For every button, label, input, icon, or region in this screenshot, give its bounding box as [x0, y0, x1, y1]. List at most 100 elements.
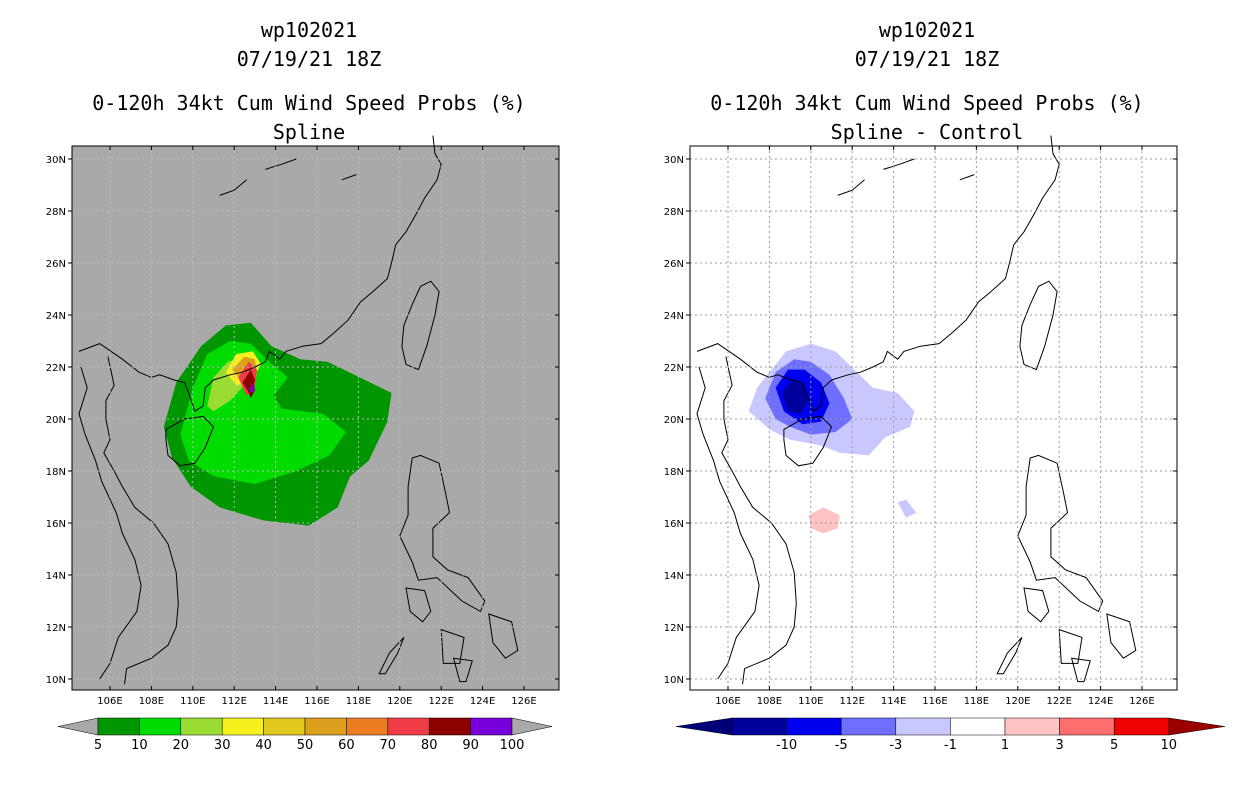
colorbar-label: -1 [944, 738, 957, 753]
samar-island [488, 613, 519, 659]
axis-ticks: 30N 28N 26N 24N 22N 20N 18N 16N 14N 12N 10N 106E 108… [664, 146, 1177, 707]
taiwan-island [401, 280, 440, 371]
colorbar-box [1004, 717, 1060, 736]
colorbar-box [346, 717, 389, 736]
product-title: 0-120h 34kt Cum Wind Speed Probs (%) [92, 91, 526, 115]
lat-tick-label: 16N [664, 519, 684, 530]
storm-id-title: wp102021 [878, 18, 976, 42]
diff-minus-1-contour [897, 499, 917, 518]
inland-water [883, 158, 915, 170]
prob-100-contour [248, 382, 254, 393]
lon-tick-label: 112E [839, 696, 864, 707]
lon-tick-label: 118E [346, 696, 371, 707]
hainan-island [165, 415, 215, 467]
inland-border [696, 366, 760, 680]
lat-tick-label: 18N [664, 467, 684, 478]
lat-tick-label: 30N [664, 155, 684, 166]
lat-tick-label: 26N [46, 259, 66, 270]
palawan-island [996, 637, 1023, 675]
colorbar-label: 90 [462, 738, 479, 753]
lon-tick-label: 122E [1046, 696, 1071, 707]
subtitle: Spline - Control [830, 120, 1024, 144]
colorbar-label: 80 [421, 738, 438, 753]
subtitle: Spline [272, 120, 346, 144]
left-panel: wp102021 07/19/21 18Z 0-120h 34kt Cum Wi… [46, 18, 560, 753]
colorbar-label: 5 [94, 738, 102, 753]
lat-tick-label: 28N [664, 207, 684, 218]
lat-tick-label: 26N [664, 259, 684, 270]
lon-tick-label: 110E [180, 696, 205, 707]
colorbar-box [221, 717, 264, 736]
hainan-island [783, 415, 833, 467]
lon-tick-label: 108E [139, 696, 164, 707]
lat-tick-label: 16N [46, 519, 66, 530]
colorbar-left-arrow [57, 717, 99, 736]
colorbar-label: 50 [297, 738, 314, 753]
colorbar-label: 30 [214, 738, 231, 753]
vietnam-coastline [103, 356, 179, 685]
colorbar-box [263, 717, 306, 736]
colorbar-box [97, 717, 140, 736]
lon-tick-label: 118E [964, 696, 989, 707]
colorbar-box [428, 717, 471, 736]
storm-id-title: wp102021 [260, 18, 358, 42]
map-frame [689, 145, 1178, 691]
colorbar: 5 10 20 30 40 50 60 70 80 90 100 [57, 717, 553, 753]
lat-tick-label: 22N [664, 363, 684, 374]
diff-plus-1-contour [808, 507, 840, 534]
lon-tick-label: 110E [798, 696, 823, 707]
inland-water [341, 174, 357, 181]
colorbar-box [950, 717, 1006, 736]
lon-tick-label: 114E [263, 696, 288, 707]
lat-tick-label: 20N [46, 415, 66, 426]
colorbar-label: 10 [1161, 738, 1178, 753]
date-title: 07/19/21 18Z [854, 47, 1000, 71]
colorbar-box [304, 717, 347, 736]
lon-tick-label: 114E [881, 696, 906, 707]
map-area [71, 135, 560, 691]
lon-tick-label: 116E [922, 696, 947, 707]
colorbar-box [470, 717, 513, 736]
lon-tick-label: 120E [387, 696, 412, 707]
lat-tick-label: 12N [46, 623, 66, 634]
lon-tick-label: 124E [470, 696, 495, 707]
samar-island [1106, 613, 1137, 659]
mindoro-island [1023, 587, 1050, 623]
taiwan-island [1019, 280, 1058, 371]
colorbar-label: -5 [835, 738, 848, 753]
china-coastline [696, 135, 1060, 412]
panay-island [440, 628, 465, 664]
axis-ticks: 30N 28N 26N 24N 22N 20N 18N 16N 14N 12N 10N 106E 108… [46, 146, 559, 707]
date-title: 07/19/21 18Z [236, 47, 382, 71]
colorbar-label: 100 [500, 738, 525, 753]
china-coastline [78, 135, 442, 412]
lon-tick-label: 126E [1129, 696, 1154, 707]
lat-tick-label: 24N [46, 311, 66, 322]
map-frame [71, 145, 560, 691]
colorbar-label: 70 [380, 738, 397, 753]
colorbar-box [840, 717, 897, 736]
lon-tick-label: 106E [97, 696, 122, 707]
lat-tick-label: 10N [664, 675, 684, 686]
colorbar-box [786, 717, 842, 736]
lat-tick-label: 14N [664, 571, 684, 582]
colorbar-box [139, 717, 182, 736]
colorbar-label: 20 [173, 738, 190, 753]
lat-tick-label: 14N [46, 571, 66, 582]
lon-tick-label: 106E [715, 696, 740, 707]
colorbar-label: -3 [889, 738, 902, 753]
inland-water [837, 179, 865, 196]
colorbar-box [731, 717, 787, 736]
map-area [689, 135, 1178, 691]
colorbar-box [1113, 717, 1170, 736]
lon-tick-label: 126E [511, 696, 536, 707]
lat-tick-label: 28N [46, 207, 66, 218]
lon-tick-label: 112E [221, 696, 246, 707]
colorbar-box [387, 717, 430, 736]
lat-tick-label: 10N [46, 675, 66, 686]
lon-tick-label: 120E [1005, 696, 1030, 707]
colorbar-label: 40 [255, 738, 272, 753]
mindoro-island [405, 587, 432, 623]
lon-tick-label: 108E [757, 696, 782, 707]
